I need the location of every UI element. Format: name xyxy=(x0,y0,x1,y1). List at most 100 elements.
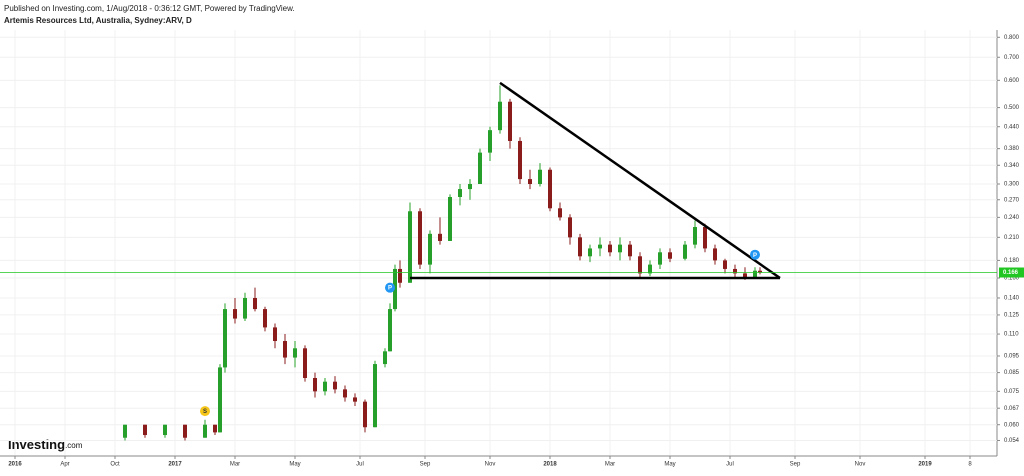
candle-body xyxy=(703,227,707,249)
candle-body xyxy=(753,270,757,279)
y-tick-label: 0.095 xyxy=(1004,354,1020,360)
y-tick-label: 0.060 xyxy=(1004,422,1020,428)
x-tick-label: Jul xyxy=(356,462,364,468)
candle-body xyxy=(408,211,412,283)
event-marker-label: P xyxy=(753,253,757,259)
y-tick-label: 0.240 xyxy=(1004,215,1020,221)
candle-body xyxy=(418,211,422,265)
y-tick-label: 0.085 xyxy=(1004,370,1020,376)
candle-body xyxy=(223,309,227,368)
y-tick-label: 0.800 xyxy=(1004,35,1020,41)
y-tick-label: 0.210 xyxy=(1004,235,1020,241)
x-tick-label: Mar xyxy=(230,462,240,468)
candle-body xyxy=(253,297,257,310)
event-marker-label: P xyxy=(388,286,392,292)
event-marker xyxy=(750,249,760,260)
candle-body xyxy=(233,309,237,319)
candle-body xyxy=(568,217,572,238)
candle-body xyxy=(363,401,367,428)
candle-body xyxy=(668,252,672,259)
candle-body xyxy=(323,381,327,392)
candle-body xyxy=(468,183,472,190)
x-tick-label: Nov xyxy=(485,462,496,468)
x-tick-label: 2019 xyxy=(918,462,932,468)
x-tick-label: May xyxy=(289,462,300,468)
y-tick-label: 0.180 xyxy=(1004,258,1020,264)
last-price-box xyxy=(999,267,1024,278)
candle-body xyxy=(373,364,377,428)
candle-body xyxy=(143,424,147,436)
event-marker-label: S xyxy=(203,409,207,415)
candle-body xyxy=(598,244,602,249)
candle-body xyxy=(608,244,612,253)
candle-body xyxy=(218,367,222,433)
candle-body xyxy=(293,348,297,358)
candle-body xyxy=(648,264,652,274)
x-tick-label: 8 xyxy=(968,462,972,468)
x-tick-label: Sep xyxy=(790,462,801,468)
x-tick-label: 2017 xyxy=(168,462,182,468)
event-marker xyxy=(200,406,210,417)
logo: Investing.com xyxy=(8,437,83,452)
candle-body xyxy=(263,309,267,328)
y-tick-label: 0.140 xyxy=(1004,296,1020,302)
candle-body xyxy=(273,327,277,342)
y-tick-label: 0.440 xyxy=(1004,124,1020,130)
candle-body xyxy=(163,424,167,436)
x-tick-label: Oct xyxy=(110,462,120,468)
candle-body xyxy=(723,260,727,269)
instrument-title: Artemis Resources Ltd, Australia, Sydney… xyxy=(4,16,192,25)
candle-body xyxy=(383,351,387,365)
x-tick-label: Nov xyxy=(855,462,866,468)
candle-body xyxy=(283,341,287,358)
candle-body xyxy=(243,297,247,319)
candle-body xyxy=(733,268,737,274)
candle-body xyxy=(448,197,452,241)
y-tick-label: 0.700 xyxy=(1004,55,1020,61)
x-tick-label: Apr xyxy=(60,462,69,468)
candle-body xyxy=(333,381,337,390)
candle-body xyxy=(343,389,347,398)
candle-body xyxy=(123,424,127,438)
candle-body xyxy=(428,233,432,265)
candle-body xyxy=(578,237,582,257)
candle-body xyxy=(478,152,482,184)
candle-body xyxy=(588,248,592,257)
y-tick-label: 0.160 xyxy=(1004,276,1020,282)
last-price-label: 0.166 xyxy=(1003,270,1019,276)
y-tick-label: 0.600 xyxy=(1004,78,1020,84)
y-tick-label: 0.110 xyxy=(1004,332,1019,338)
y-tick-label: 0.340 xyxy=(1004,163,1020,169)
x-tick-label: May xyxy=(664,462,675,468)
candle-body xyxy=(458,189,462,198)
logo-suffix: .com xyxy=(65,441,83,450)
y-tick-label: 0.500 xyxy=(1004,105,1020,111)
y-tick-label: 0.067 xyxy=(1004,406,1020,412)
candle-body xyxy=(388,309,392,352)
candle-body xyxy=(538,169,542,184)
candle-body xyxy=(488,130,492,153)
candle-body xyxy=(558,208,562,218)
x-tick-label: 2018 xyxy=(543,462,557,468)
candle-body xyxy=(518,140,522,180)
candle-body xyxy=(183,424,187,438)
candle-body xyxy=(203,424,207,438)
candle-body xyxy=(303,348,307,378)
candle-body xyxy=(313,377,317,392)
candle-body xyxy=(393,268,397,310)
candle-body xyxy=(743,273,747,279)
candle-body xyxy=(638,256,642,274)
candle-body xyxy=(498,101,502,131)
candle-body xyxy=(618,244,622,253)
candle-body xyxy=(548,169,552,209)
x-tick-label: Sep xyxy=(420,462,431,468)
candle-body xyxy=(213,424,217,433)
published-note: Published on Investing.com, 1/Aug/2018 -… xyxy=(4,4,295,13)
candle-body xyxy=(398,268,402,283)
candle-body xyxy=(528,179,532,184)
y-tick-label: 0.380 xyxy=(1004,146,1020,152)
y-tick-label: 0.125 xyxy=(1004,313,1020,319)
logo-main: Investing xyxy=(8,437,65,452)
candle-body xyxy=(758,270,762,273)
